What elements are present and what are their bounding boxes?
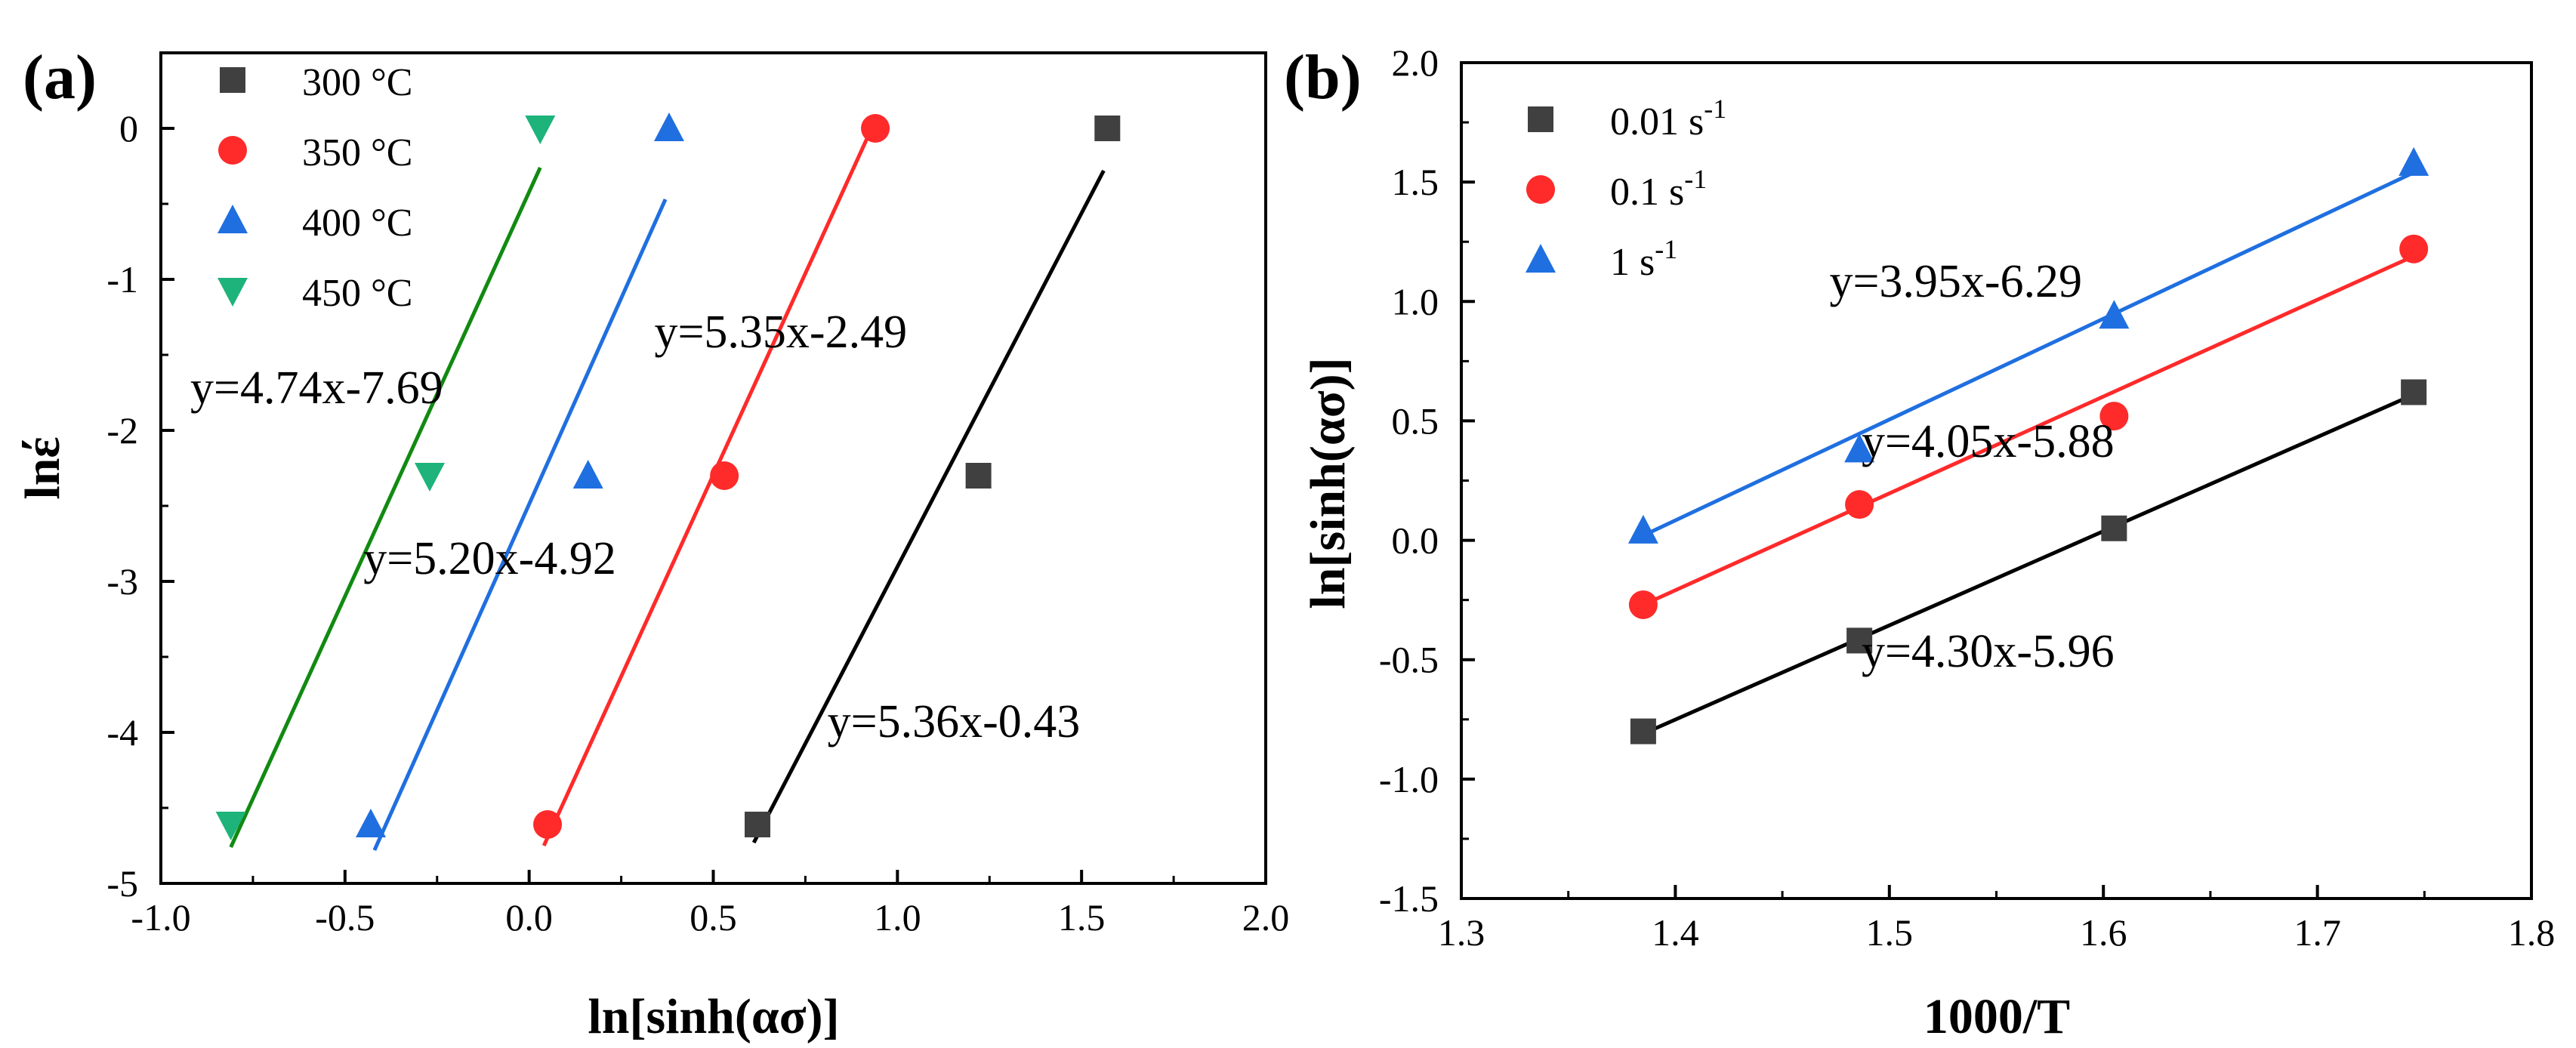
data-point-b-0-3 — [2401, 379, 2427, 405]
fit-line-b-0 — [1642, 393, 2415, 736]
panel-label-a: (a) — [23, 42, 97, 113]
y-tick-label-a: -1 — [106, 258, 138, 301]
fit-line-a-0 — [751, 169, 1106, 844]
panel-a: -1.0 -0.5 0.0 0.5 1.0 1.5 2.0 -5 -4 -3 -2 -1 0 (a) ln[… — [15, 42, 1289, 1044]
x-tick-label-b: 1.7 — [2294, 911, 2341, 954]
x-tick-label-a: 2.0 — [1242, 896, 1290, 939]
x-tick-label-b: 1.3 — [1438, 911, 1485, 954]
y-tick-label-b: 0.5 — [1392, 399, 1439, 442]
data-point-b-2-1 — [1844, 433, 1875, 463]
x-tick-label-b: 1.5 — [1866, 911, 1914, 954]
x-tick-label-a: 0.0 — [505, 896, 553, 939]
legend-label-a-0: 300 °C — [302, 61, 412, 104]
data-point-b-0-2 — [2101, 515, 2127, 541]
legend-marker-b-1 — [1526, 175, 1555, 204]
data-point-b-1-0 — [1628, 590, 1658, 619]
data-point-b-1-2 — [2099, 402, 2129, 431]
y-tick-label-b: 1.5 — [1392, 161, 1439, 203]
fit-equation-a-0: y=4.74x-7.69 — [190, 362, 443, 414]
fit-equation-a-1: y=5.35x-2.49 — [654, 307, 907, 358]
y-tick-label-b: 0.0 — [1392, 519, 1439, 562]
fit-line-a-2 — [372, 198, 668, 852]
legend-label-sup-b-0: -1 — [1704, 94, 1726, 124]
data-point-a-0-1 — [965, 463, 992, 489]
data-point-a-2-1 — [572, 460, 603, 489]
y-tick-label-a: -4 — [106, 711, 138, 754]
legend-marker-a-2 — [217, 205, 248, 233]
fit-line-b-2 — [1642, 171, 2415, 538]
fit-equation-b-1: y=4.05x-5.88 — [1862, 416, 2115, 467]
y-tick-label-a: -5 — [106, 862, 138, 905]
y-axis-title-a: lnέ — [15, 436, 70, 499]
fit-equation-b-2: y=4.30x-5.96 — [1862, 626, 2115, 677]
legend-marker-a-1 — [218, 136, 247, 165]
panel-b: 1.3 1.4 1.5 1.6 1.7 1.8 -1.5 -1.0 -0.5 0.0 0.5 1.0 1… — [1284, 42, 2555, 1044]
legend-label-a-1: 350 °C — [302, 131, 412, 174]
x-tick-label-b: 1.6 — [2080, 911, 2127, 954]
data-point-b-2-2 — [2099, 300, 2130, 329]
data-point-a-0-0 — [745, 812, 771, 837]
legend-label-a-2: 400 °C — [302, 202, 412, 245]
data-point-b-0-0 — [1630, 718, 1656, 744]
data-point-b-1-3 — [2399, 234, 2429, 264]
y-tick-label-a: -2 — [106, 409, 138, 452]
fit-equation-a-3: y=5.36x-0.43 — [828, 696, 1081, 747]
data-point-b-2-0 — [1627, 514, 1658, 544]
y-tick-label-a: 0 — [119, 107, 138, 149]
y-tick-label-a: -3 — [106, 560, 138, 603]
fit-line-a-3 — [229, 166, 542, 849]
legend-label-sup-b-2: -1 — [1655, 234, 1677, 264]
data-point-a-1-1 — [710, 461, 739, 490]
x-tick-label-a: -0.5 — [315, 896, 375, 939]
panel-label-b: (b) — [1284, 42, 1362, 113]
y-axis-title-b: ln[sinh(ασ)] — [1300, 357, 1356, 609]
legend-marker-b-0 — [1528, 106, 1553, 132]
x-tick-label-a: 1.5 — [1058, 896, 1106, 939]
y-tick-label-b: -1.5 — [1379, 877, 1439, 920]
data-point-a-2-0 — [355, 809, 386, 837]
x-axis-title-a: ln[sinh(ασ)] — [588, 989, 839, 1044]
legend-marker-a-3 — [217, 278, 248, 307]
x-tick-label-a: 1.0 — [874, 896, 921, 939]
data-point-a-3-2 — [525, 116, 556, 144]
legend-label-a-3: 450 °C — [302, 272, 412, 315]
data-point-a-3-1 — [414, 463, 445, 492]
fit-line-b-1 — [1642, 254, 2415, 607]
legend-label-sup-b-1: -1 — [1684, 164, 1707, 194]
x-tick-label-b: 1.8 — [2508, 911, 2556, 954]
x-tick-label-a: -1.0 — [131, 896, 190, 939]
x-axis-title-b: 1000/T — [1924, 989, 2070, 1044]
y-tick-label-b: -1.0 — [1379, 758, 1439, 800]
data-point-b-2-3 — [2399, 146, 2429, 176]
fit-equation-a-2: y=5.20x-4.92 — [363, 533, 616, 584]
data-point-b-0-1 — [1846, 627, 1873, 654]
fit-equation-b-0: y=3.95x-6.29 — [1829, 256, 2082, 307]
data-point-a-1-2 — [861, 114, 890, 143]
legend-marker-a-0 — [220, 67, 245, 93]
data-point-a-1-0 — [533, 810, 563, 839]
fit-line-a-1 — [541, 127, 874, 847]
y-tick-label-b: 1.0 — [1392, 280, 1439, 322]
y-tick-label-b: 2.0 — [1392, 42, 1439, 84]
x-tick-label-b: 1.4 — [1652, 911, 1699, 954]
x-tick-label-a: 0.5 — [690, 896, 737, 939]
data-point-a-2-2 — [653, 113, 684, 141]
data-point-a-0-2 — [1094, 116, 1121, 141]
data-point-a-3-0 — [215, 812, 246, 840]
data-point-b-1-1 — [1845, 490, 1874, 519]
y-tick-label-b: -0.5 — [1379, 639, 1439, 681]
legend-marker-b-2 — [1526, 244, 1556, 273]
